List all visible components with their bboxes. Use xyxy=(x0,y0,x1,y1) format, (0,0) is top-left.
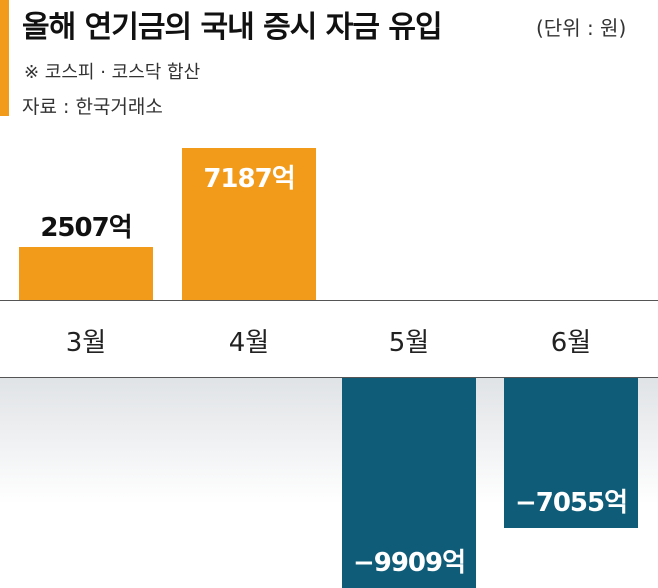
category-label-1: 3월 xyxy=(65,328,107,358)
bar-value-label-1: 2507억 xyxy=(40,212,132,243)
chart-title: 올해 연기금의 국내 증시 자금 유입 xyxy=(22,10,443,45)
source-label: 자료 : 한국거래소 xyxy=(22,96,163,118)
title-accent-bar xyxy=(0,0,9,116)
bar-2 xyxy=(182,148,316,300)
note-label: ※ 코스피 · 코스닥 합산 xyxy=(24,62,201,83)
bar-4 xyxy=(504,378,638,528)
bar-value-label-4: −7055억 xyxy=(514,487,628,518)
category-label-2: 4월 xyxy=(228,328,270,358)
bar-1 xyxy=(19,246,153,300)
bar-value-label-3: −9909억 xyxy=(352,548,466,578)
bar-3 xyxy=(342,378,476,588)
bar-value-label-2: 7187억 xyxy=(203,164,295,194)
category-band xyxy=(0,300,658,378)
category-label-4: 6월 xyxy=(550,328,592,358)
unit-label: (단위 : 원) xyxy=(536,16,627,40)
category-label-3: 5월 xyxy=(388,328,430,358)
